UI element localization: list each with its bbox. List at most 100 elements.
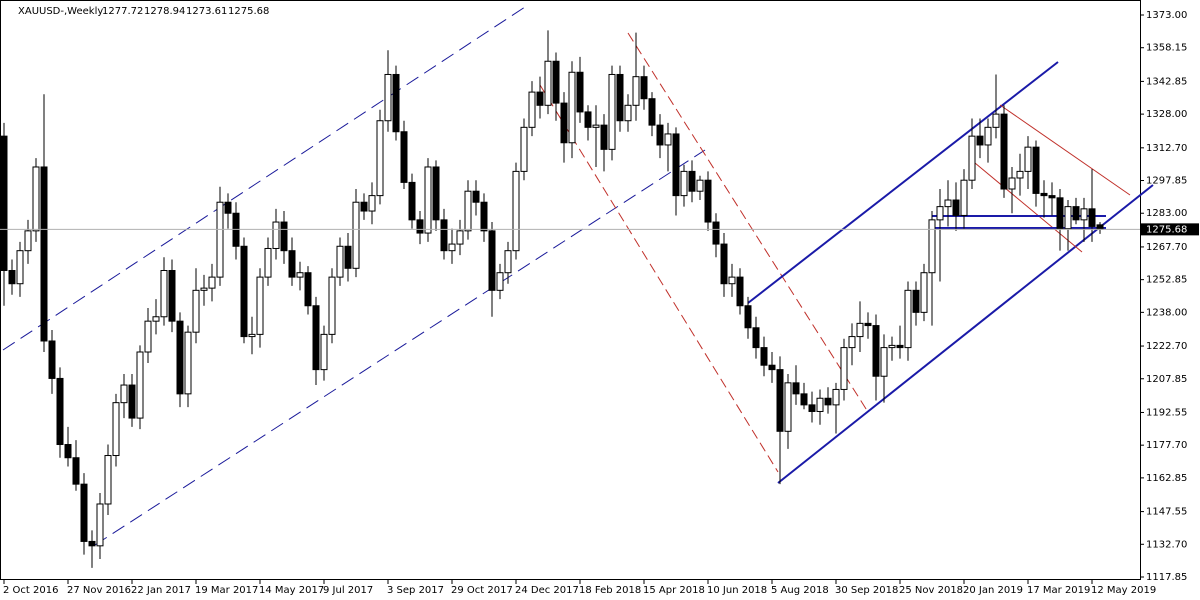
candle-body (1008, 177, 1016, 190)
candle-body (728, 276, 736, 285)
candle-body (88, 540, 96, 547)
y-tick-label: 1283.00 (1146, 208, 1187, 219)
candle-body (816, 397, 824, 412)
x-tick-label: 29 Oct 2017 (451, 585, 513, 596)
candle-body (192, 289, 200, 333)
candle-body (952, 199, 960, 216)
candle-body (912, 289, 920, 313)
candle-body (248, 333, 256, 338)
candle-body (656, 124, 664, 146)
candle-body (920, 272, 928, 313)
candle-body (992, 113, 1000, 128)
candle-body (160, 270, 168, 318)
candle-body (664, 133, 672, 146)
candle-body (888, 344, 896, 349)
candle-body (1096, 224, 1104, 230)
candle-body (1016, 170, 1024, 179)
candle-body (352, 201, 360, 269)
candle-body (472, 190, 480, 203)
x-tick-label: 3 Sep 2017 (387, 585, 444, 596)
candle-body (928, 219, 936, 274)
y-tick-label: 1267.70 (1146, 242, 1187, 253)
y-tick-label: 1117.85 (1146, 572, 1187, 583)
candle-body (624, 104, 632, 122)
candle-body (24, 230, 32, 252)
x-tick-label: 9 Jul 2017 (323, 585, 373, 596)
candle-body (504, 250, 512, 274)
trend-lines (2, 6, 1154, 546)
trend-line (999, 104, 1131, 196)
candle-body (208, 276, 216, 289)
candle-body (8, 270, 16, 285)
trend-line (539, 84, 779, 473)
candle-body (416, 219, 424, 234)
candle-body (80, 483, 88, 542)
candle-body (648, 98, 656, 126)
candle-body (296, 272, 304, 278)
candle-body (104, 455, 112, 505)
candle-body (712, 221, 720, 245)
x-tick-label: 30 Sep 2018 (835, 585, 898, 596)
y-tick-label: 1192.55 (1146, 407, 1187, 418)
candles (0, 30, 1104, 568)
candle-body (40, 166, 48, 342)
y-tick-label: 1297.85 (1146, 176, 1187, 187)
candle-body (120, 384, 128, 404)
candle-body (176, 320, 184, 395)
candle-body (392, 73, 400, 133)
x-tick-label: 14 May 2017 (259, 585, 324, 596)
candle-body (0, 135, 8, 272)
candle-body (424, 166, 432, 234)
y-tick-label: 1342.85 (1146, 76, 1187, 87)
x-tick-label: 10 Jun 2018 (707, 585, 767, 596)
candle-body (216, 201, 224, 278)
y-tick-label: 1373.00 (1146, 10, 1187, 21)
candle-body (1024, 146, 1032, 172)
price-label: 1275.68 (1146, 224, 1187, 235)
candle-body (360, 201, 368, 212)
candle-body (760, 347, 768, 366)
candle-body (688, 170, 696, 192)
candle-body (744, 305, 752, 329)
candle-body (400, 131, 408, 183)
trend-line (94, 149, 706, 546)
trend-line (747, 61, 1059, 304)
candle-body (1088, 208, 1096, 227)
y-tick-label: 1132.70 (1146, 539, 1187, 550)
candle-body (1048, 195, 1056, 199)
candle-body (568, 71, 576, 144)
x-tick-label: 15 Apr 2018 (643, 585, 705, 596)
candle-body (16, 250, 24, 285)
trend-line (777, 184, 1154, 484)
candle-body (984, 126, 992, 146)
candle-body (696, 179, 704, 192)
candle-body (776, 369, 784, 432)
candle-body (608, 73, 616, 150)
candle-body (848, 336, 856, 349)
x-tick-label: 27 Nov 2016 (67, 585, 131, 596)
candle-body (640, 76, 648, 100)
candle-body (904, 289, 912, 349)
candle-body (584, 111, 592, 128)
candle-body (464, 190, 472, 232)
header-low: 1273.61 (186, 6, 227, 17)
candle-body (840, 347, 848, 390)
candle-body (896, 344, 904, 349)
x-tick-label: 22 Jan 2017 (131, 585, 191, 596)
candle-body (536, 91, 544, 106)
candle-body (1056, 197, 1064, 230)
candle-body (264, 247, 272, 278)
candle-body (136, 351, 144, 419)
candle-body (672, 133, 680, 197)
chart-title: XAUUSD-,Weekly (18, 6, 103, 17)
candle-body (32, 166, 40, 232)
x-tick-label: 20 Jan 2019 (963, 585, 1023, 596)
candle-body (144, 320, 152, 353)
trend-line (974, 162, 1083, 253)
candle-body (1064, 206, 1072, 230)
candle-body (168, 270, 176, 322)
candle-body (56, 377, 64, 446)
candle-body (432, 166, 440, 221)
candle-body (832, 388, 840, 406)
x-tick-label: 17 Mar 2019 (1027, 585, 1090, 596)
